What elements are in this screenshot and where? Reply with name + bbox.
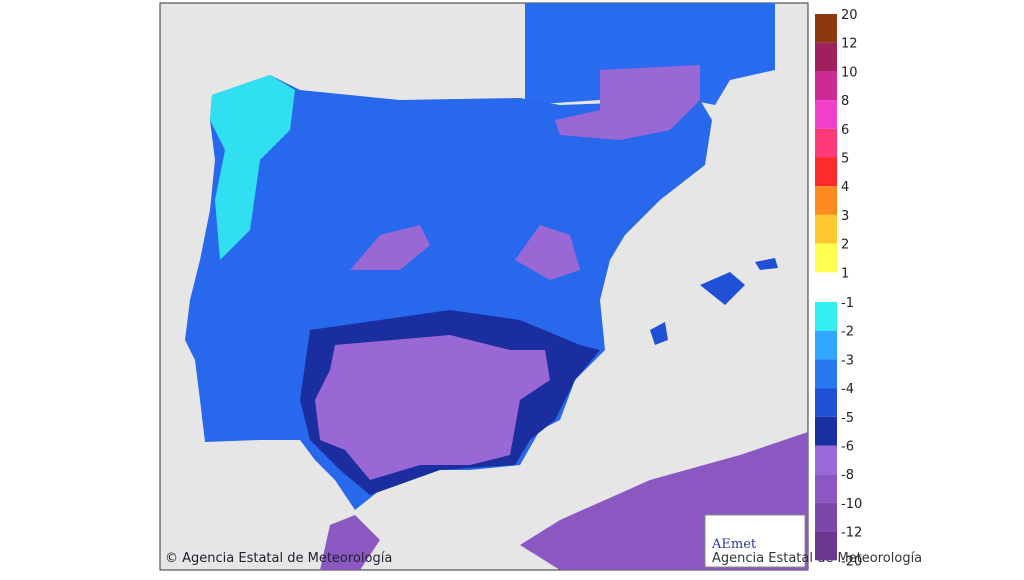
legend-band — [815, 445, 837, 475]
legend-label: 20 — [841, 8, 858, 23]
map: AEmet Agencia Estatal de Meteorología © … — [159, 2, 922, 571]
legend-label: 8 — [841, 94, 849, 109]
menorca — [755, 258, 778, 270]
legend-band — [815, 128, 837, 158]
legend-band — [815, 42, 837, 72]
legend-band — [815, 388, 837, 417]
balearic — [700, 272, 745, 305]
legend-label: -5 — [841, 411, 854, 426]
legend: 20 12 10 8 6 5 4 3 2 1 -1 -2 -3 -4 -5 -6 -8 -10 -12 -20 — [815, 8, 862, 569]
legend-band — [815, 330, 837, 360]
legend-band — [815, 214, 837, 244]
legend-label: 1 — [841, 266, 849, 281]
legend-band — [815, 474, 837, 503]
morocco — [320, 515, 380, 570]
ebro-purple — [555, 65, 700, 140]
legend-label: 2 — [841, 238, 849, 253]
legend-label: -12 — [841, 526, 862, 541]
legend-band — [815, 243, 837, 273]
legend-band — [815, 157, 837, 187]
legend-band — [815, 531, 837, 561]
legend-label: 5 — [841, 152, 849, 167]
legend-band — [815, 416, 837, 446]
legend-band — [815, 302, 837, 331]
legend-band — [815, 186, 837, 215]
logo-box — [704, 514, 806, 568]
legend-label: 12 — [841, 37, 858, 52]
legend-label: 4 — [841, 180, 849, 195]
legend-label: -4 — [841, 382, 854, 397]
legend-band — [815, 14, 837, 43]
legend-band — [815, 359, 837, 389]
legend-label: -1 — [841, 296, 854, 311]
copyright: © Agencia Estatal de Meteorología — [165, 551, 392, 566]
sierra-purple — [350, 225, 430, 270]
france — [525, 3, 775, 105]
south-purple — [315, 335, 550, 480]
legend-band — [815, 71, 837, 101]
logo: AEmet — [711, 537, 757, 552]
legend-label: 3 — [841, 209, 849, 224]
galicia-cyan — [210, 75, 295, 260]
legend-label: -2 — [841, 325, 854, 340]
teruel-purple — [515, 225, 580, 280]
legend-band — [815, 100, 837, 129]
legend-label: -6 — [841, 440, 854, 455]
legend-label: -20 — [841, 554, 862, 569]
legend-band — [815, 502, 837, 532]
legend-label: -8 — [841, 468, 854, 483]
legend-label: 10 — [841, 65, 858, 80]
ibiza — [650, 322, 668, 345]
legend-label: -3 — [841, 353, 854, 368]
legend-label: 6 — [841, 123, 849, 138]
legend-label: -10 — [841, 497, 862, 512]
